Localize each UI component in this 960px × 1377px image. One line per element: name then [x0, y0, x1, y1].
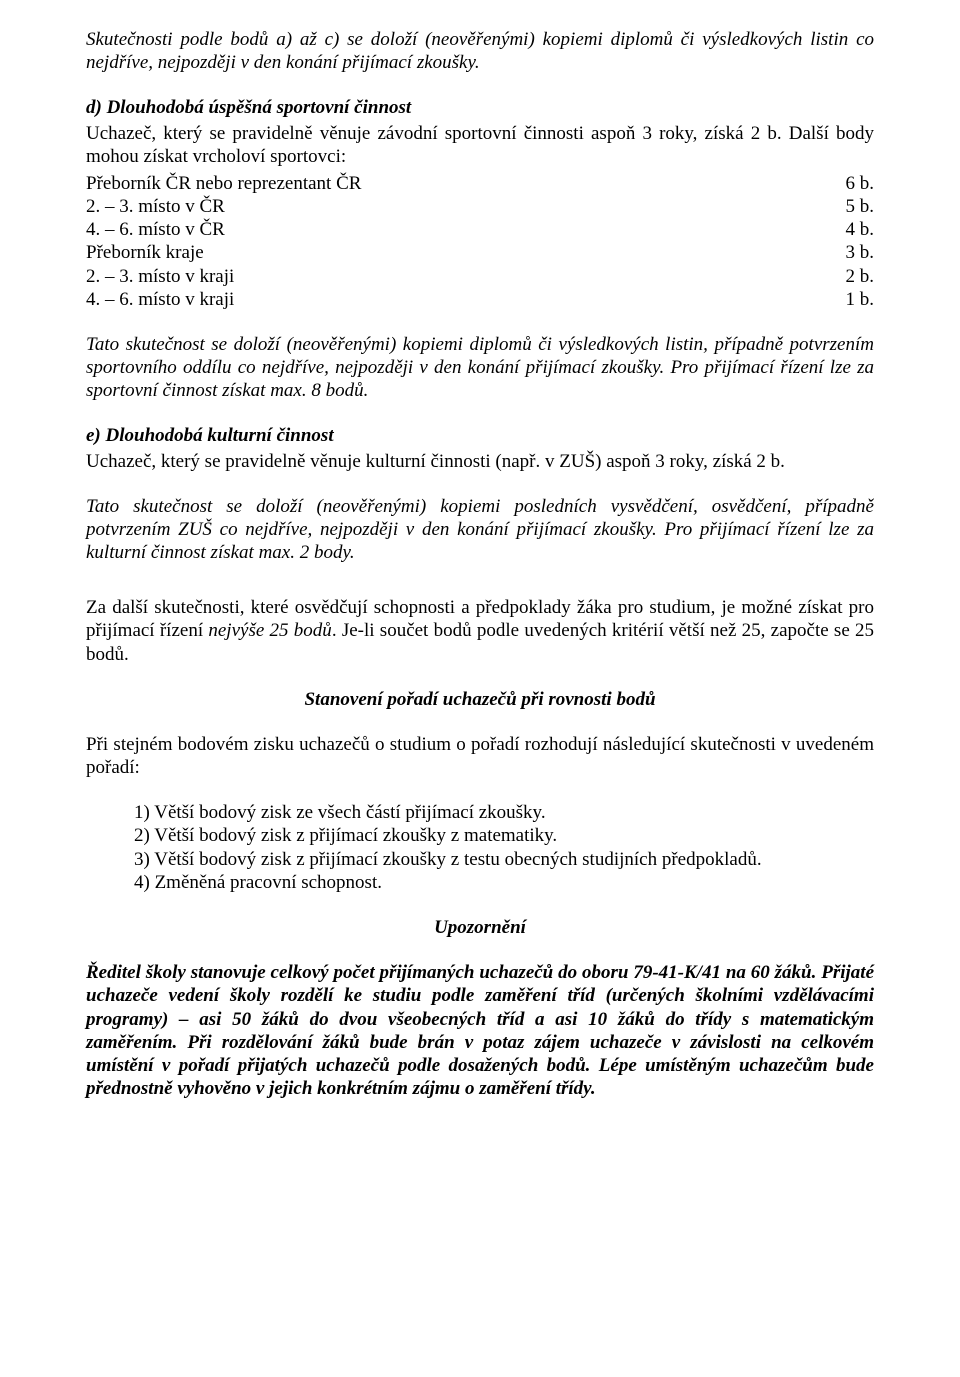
row-label: Přeborník kraje: [86, 241, 826, 264]
section-d-note: Tato skutečnost se doloží (neověřenými) …: [86, 333, 874, 403]
table-row: Přeborník kraje 3 b.: [86, 241, 874, 264]
notice-body: Ředitel školy stanovuje celkový počet př…: [86, 961, 874, 1100]
table-row: Přeborník ČR nebo reprezentant ČR 6 b.: [86, 172, 874, 195]
list-item: 2) Větší bodový zisk z přijímací zkoušky…: [134, 824, 874, 847]
row-value: 4 b.: [826, 218, 875, 241]
order-list: 1) Větší bodový zisk ze všech částí přij…: [86, 801, 874, 894]
row-value: 2 b.: [826, 265, 875, 288]
table-row: 4. – 6. místo v kraji 1 b.: [86, 288, 874, 311]
section-e-intro: Uchazeč, který se pravidelně věnuje kult…: [86, 450, 874, 473]
summary-25-paragraph: Za další skutečnosti, které osvědčují sc…: [86, 596, 874, 666]
summary-text-emph: nejvýše 25 bodů: [208, 620, 331, 641]
row-value: 1 b.: [826, 288, 875, 311]
list-item: 3) Větší bodový zisk z přijímací zkoušky…: [134, 848, 874, 871]
section-d-heading: d) Dlouhodobá úspěšná sportovní činnost: [86, 96, 874, 119]
order-intro: Při stejném bodovém zisku uchazečů o stu…: [86, 733, 874, 779]
list-item: 4) Změněná pracovní schopnost.: [134, 871, 874, 894]
section-e-heading: e) Dlouhodobá kulturní činnost: [86, 424, 874, 447]
intro-paragraph: Skutečnosti podle bodů a) až c) se dolož…: [86, 28, 874, 74]
row-value: 5 b.: [826, 195, 875, 218]
section-e-note: Tato skutečnost se doloží (neověřenými) …: [86, 495, 874, 565]
list-item: 1) Větší bodový zisk ze všech částí přij…: [134, 801, 874, 824]
row-label: 2. – 3. místo v kraji: [86, 265, 826, 288]
notice-heading: Upozornění: [86, 916, 874, 939]
row-label: 4. – 6. místo v kraji: [86, 288, 826, 311]
order-heading: Stanovení pořadí uchazečů při rovnosti b…: [86, 688, 874, 711]
section-d-point-table: Přeborník ČR nebo reprezentant ČR 6 b. 2…: [86, 172, 874, 311]
table-row: 2. – 3. místo v ČR 5 b.: [86, 195, 874, 218]
table-row: 2. – 3. místo v kraji 2 b.: [86, 265, 874, 288]
row-label: 2. – 3. místo v ČR: [86, 195, 826, 218]
document-page: Skutečnosti podle bodů a) až c) se dolož…: [0, 0, 960, 1377]
section-d-intro: Uchazeč, který se pravidelně věnuje závo…: [86, 122, 874, 168]
row-value: 6 b.: [826, 172, 875, 195]
table-row: 4. – 6. místo v ČR 4 b.: [86, 218, 874, 241]
row-value: 3 b.: [826, 241, 875, 264]
row-label: 4. – 6. místo v ČR: [86, 218, 826, 241]
row-label: Přeborník ČR nebo reprezentant ČR: [86, 172, 826, 195]
